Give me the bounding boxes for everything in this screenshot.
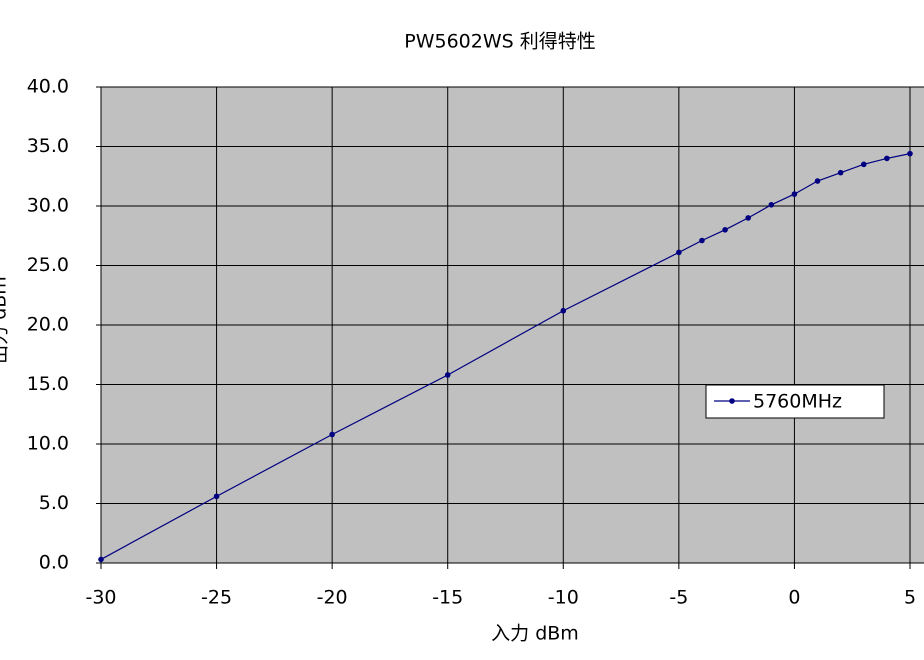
data-point (722, 227, 728, 233)
x-tick-label: -25 (201, 587, 232, 609)
y-tick-label: 30.0 (27, 195, 69, 217)
chart-title: PW5602WS 利得特性 (404, 31, 596, 53)
data-point (560, 307, 567, 314)
y-tick-label: 15.0 (27, 373, 69, 395)
y-tick-label: 10.0 (27, 433, 69, 455)
data-point (699, 237, 705, 244)
y-tick-label: 0.0 (39, 552, 69, 574)
y-tick-label: 40.0 (27, 76, 69, 98)
data-point (329, 431, 335, 438)
data-point (837, 169, 844, 176)
y-tick-label: 5.0 (39, 492, 69, 514)
x-tick-label: -10 (548, 587, 579, 609)
y-tick-label: 20.0 (27, 314, 69, 336)
x-axis-label: 入力 dBm (491, 623, 579, 645)
data-point (884, 155, 890, 162)
y-tick-label: 25.0 (27, 254, 69, 276)
x-tick-label: -30 (85, 587, 116, 609)
data-point (98, 556, 104, 563)
x-tick-label: 0 (788, 587, 800, 609)
x-tick-label: -5 (669, 587, 688, 609)
data-point (860, 161, 867, 168)
data-point (768, 202, 775, 208)
data-point (213, 493, 220, 500)
y-tick-label: 35.0 (27, 135, 69, 157)
data-line (100, 153, 911, 560)
x-tick-label: -20 (317, 587, 348, 609)
data-point (907, 150, 913, 157)
legend-marker (729, 398, 735, 404)
y-axis-label: 出力 dBm (0, 276, 11, 364)
legend-label: 5760MHz (753, 391, 842, 413)
data-point (676, 249, 682, 256)
x-tick-label: -15 (432, 587, 463, 609)
data-point (444, 372, 451, 378)
data-point (814, 178, 821, 184)
data-point (745, 215, 751, 221)
x-tick-label: 5 (904, 587, 916, 609)
data-point (791, 191, 798, 197)
